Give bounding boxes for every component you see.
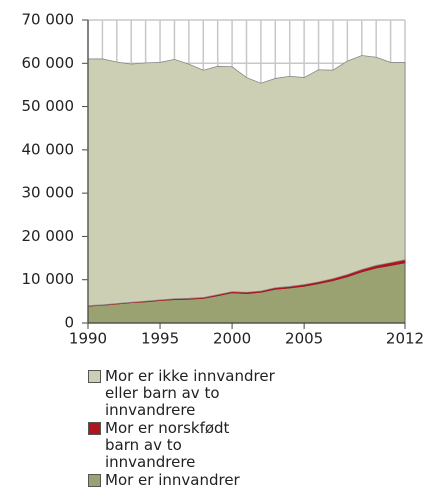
legend-item: Mor er norskfødt barn av to innvandrere [88,420,348,471]
legend-label: Mor er norskfødt barn av to innvandrere [105,419,230,471]
y-tick-label: 50 000 [22,97,75,115]
legend-swatch [88,474,101,487]
area [87,55,406,307]
y-tick-label: 30 000 [22,184,75,202]
x-tick-label: 1995 [141,330,179,348]
y-tick-label: 10 000 [22,270,75,288]
x-tick-label: 2000 [213,330,251,348]
legend-label: Mor er ikke innvandrer eller barn av to … [105,367,275,419]
legend-item: Mor er ikke innvandrer eller barn av to … [88,368,348,419]
legend-swatch [88,422,101,435]
y-tick-label: 60 000 [22,54,75,72]
legend-swatch [88,370,101,383]
x-tick-label: 2005 [285,330,323,348]
y-tick-label: 20 000 [22,227,75,245]
y-tick-label: 40 000 [22,140,75,158]
legend-label: Mor er innvandrer [105,471,240,489]
x-tick-label: 1990 [69,330,107,348]
x-tick-label: 2012 [386,330,424,348]
y-tick-label: 70 000 [22,11,75,29]
legend: Mor er ikke innvandrer eller barn av to … [88,368,348,490]
chart: 0 10 000 20 000 30 000 40 000 50 000 60 000 70 … [22,11,425,348]
page: {"chart_data": {"type": "stacked_area", … [21,10,425,489]
legend-item: Mor er innvandrer [88,472,348,489]
y-tick-label: 0 [64,314,74,332]
